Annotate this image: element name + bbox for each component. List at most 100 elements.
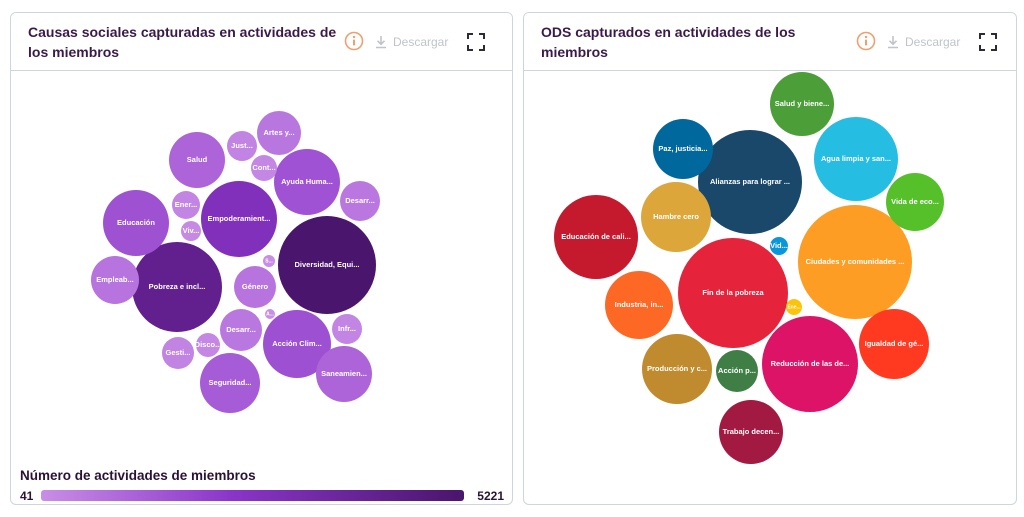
sdg-bubble[interactable]: Ene...: [786, 299, 802, 315]
cause-bubble-label: Acción Clim...: [272, 339, 322, 348]
cause-bubble[interactable]: Saneamien...: [316, 346, 372, 402]
sdg-bubble[interactable]: Fin de la pobreza: [678, 238, 788, 348]
sdg-bubble-circle[interactable]: [859, 309, 929, 379]
cause-bubble[interactable]: Género: [234, 266, 276, 308]
sdg-bubble-circle[interactable]: [698, 130, 802, 234]
sdg-bubble-circle[interactable]: [886, 173, 944, 231]
sdg-bubble-circle[interactable]: [554, 195, 638, 279]
cause-bubble-circle[interactable]: [316, 346, 372, 402]
sdg-bubble-circle[interactable]: [798, 205, 912, 319]
cause-bubble-circle[interactable]: [162, 337, 194, 369]
sdg-bubble-circle[interactable]: [770, 72, 834, 136]
cause-bubble[interactable]: Viv...: [181, 221, 201, 241]
cause-bubble-circle[interactable]: [196, 333, 220, 357]
cause-bubble-circle[interactable]: [227, 131, 257, 161]
download-button[interactable]: Descargar: [375, 33, 448, 51]
cause-bubble-circle[interactable]: [220, 309, 262, 351]
cause-bubble[interactable]: Artes y...: [257, 111, 301, 155]
cause-bubble-circle[interactable]: [332, 314, 362, 344]
sdg-bubble-label: Vida de eco...: [891, 197, 939, 206]
cause-bubble-label: Seguridad...: [209, 378, 252, 387]
sdg-bubble-label: Vid...: [770, 241, 788, 250]
cause-bubble-circle[interactable]: [172, 191, 200, 219]
cause-bubble[interactable]: Ayuda Huma...: [274, 149, 340, 215]
sdg-bubble-circle[interactable]: [641, 182, 711, 252]
sdg-bubble[interactable]: Trabajo decen...: [719, 400, 783, 464]
sdg-bubble-circle[interactable]: [762, 316, 858, 412]
sdg-bubble[interactable]: Producción y c...: [642, 334, 712, 404]
cause-bubble-circle[interactable]: [278, 216, 376, 314]
cause-bubble[interactable]: Educación: [103, 190, 169, 256]
info-icon[interactable]: [856, 31, 876, 51]
cause-bubble-circle[interactable]: [91, 256, 139, 304]
cause-bubble-label: Gesti...: [165, 348, 190, 357]
cause-bubble-circle[interactable]: [274, 149, 340, 215]
cause-bubble[interactable]: Desarr...: [340, 181, 380, 221]
cause-bubble[interactable]: Acción Clim...: [263, 310, 331, 378]
cause-bubble-circle[interactable]: [103, 190, 169, 256]
cause-bubble[interactable]: Diversidad, Equi...: [278, 216, 376, 314]
sdg-panel: ODS capturados en actividades de los mie…: [523, 12, 1017, 505]
sdg-bubble[interactable]: Salud y biene...: [770, 72, 834, 136]
sdg-bubble-circle[interactable]: [716, 350, 758, 392]
cause-bubble[interactable]: Empoderamient...: [201, 181, 277, 257]
download-icon: [376, 36, 386, 49]
sdg-bubble-label: Reducción de las de...: [771, 359, 850, 368]
sdg-bubble-circle[interactable]: [642, 334, 712, 404]
sdg-bubble[interactable]: Acción p...: [716, 350, 758, 392]
download-button[interactable]: Descargar: [887, 33, 960, 51]
sdg-bubble-circle[interactable]: [719, 400, 783, 464]
sdg-bubble[interactable]: Agua limpia y san...: [814, 117, 898, 201]
cause-bubble[interactable]: Desarr...: [220, 309, 262, 351]
sdg-bubble[interactable]: Reducción de las de...: [762, 316, 858, 412]
sdg-bubble-circle[interactable]: [653, 119, 713, 179]
sdg-bubble[interactable]: Vid...: [770, 237, 788, 255]
cause-bubble[interactable]: Ener...: [172, 191, 200, 219]
cause-bubble-circle[interactable]: [263, 255, 275, 267]
cause-bubble-circle[interactable]: [257, 111, 301, 155]
cause-bubble-circle[interactable]: [263, 310, 331, 378]
expand-icon[interactable]: [467, 33, 485, 51]
sdg-bubble-circle[interactable]: [814, 117, 898, 201]
cause-bubble-circle[interactable]: [201, 181, 277, 257]
cause-bubble[interactable]: Empleab...: [91, 256, 139, 304]
cause-bubble-circle[interactable]: [169, 132, 225, 188]
expand-icon[interactable]: [979, 33, 997, 51]
sdg-bubble[interactable]: Vida de eco...: [886, 173, 944, 231]
cause-bubble[interactable]: Pobreza e incl...: [132, 242, 222, 332]
download-icon: [888, 36, 898, 49]
cause-bubble-circle[interactable]: [340, 181, 380, 221]
sdg-bubble[interactable]: Paz, justicia...: [653, 119, 713, 179]
cause-bubble[interactable]: Seguridad...: [200, 353, 260, 413]
sdg-bubble-label: Industria, in...: [615, 300, 664, 309]
cause-bubble[interactable]: Infr...: [332, 314, 362, 344]
sdg-bubble[interactable]: Educación de cali...: [554, 195, 638, 279]
sdg-bubble-label: Educación de cali...: [561, 232, 631, 241]
cause-bubble[interactable]: A...: [265, 309, 275, 319]
sdg-bubble[interactable]: Igualdad de gé...: [859, 309, 929, 379]
sdg-bubble-circle[interactable]: [605, 271, 673, 339]
cause-bubble-circle[interactable]: [234, 266, 276, 308]
sdg-bubble[interactable]: Alianzas para lograr ...: [698, 130, 802, 234]
cause-bubble-circle[interactable]: [132, 242, 222, 332]
sdg-bubble-label: Alianzas para lograr ...: [710, 177, 790, 186]
sdg-bubble-circle[interactable]: [770, 237, 788, 255]
sdg-bubble-circle[interactable]: [678, 238, 788, 348]
cause-bubble[interactable]: Disco...: [195, 333, 222, 357]
cause-bubble[interactable]: Salud: [169, 132, 225, 188]
cause-bubble[interactable]: S...: [263, 255, 275, 267]
sdg-bubble[interactable]: Ciudades y comunidades ...: [798, 205, 912, 319]
cause-bubble-label: Salud: [187, 155, 208, 164]
sdg-bubble-circle[interactable]: [786, 299, 802, 315]
cause-bubble-circle[interactable]: [200, 353, 260, 413]
info-icon[interactable]: [344, 31, 364, 51]
cause-bubble[interactable]: Just...: [227, 131, 257, 161]
cause-bubble-circle[interactable]: [265, 309, 275, 319]
cause-bubble[interactable]: Cont...: [251, 155, 277, 181]
cause-bubble-circle[interactable]: [181, 221, 201, 241]
panel-header: ODS capturados en actividades de los mie…: [524, 13, 1016, 71]
cause-bubble[interactable]: Gesti...: [162, 337, 194, 369]
sdg-bubble[interactable]: Industria, in...: [605, 271, 673, 339]
cause-bubble-circle[interactable]: [251, 155, 277, 181]
sdg-bubble[interactable]: Hambre cero: [641, 182, 711, 252]
